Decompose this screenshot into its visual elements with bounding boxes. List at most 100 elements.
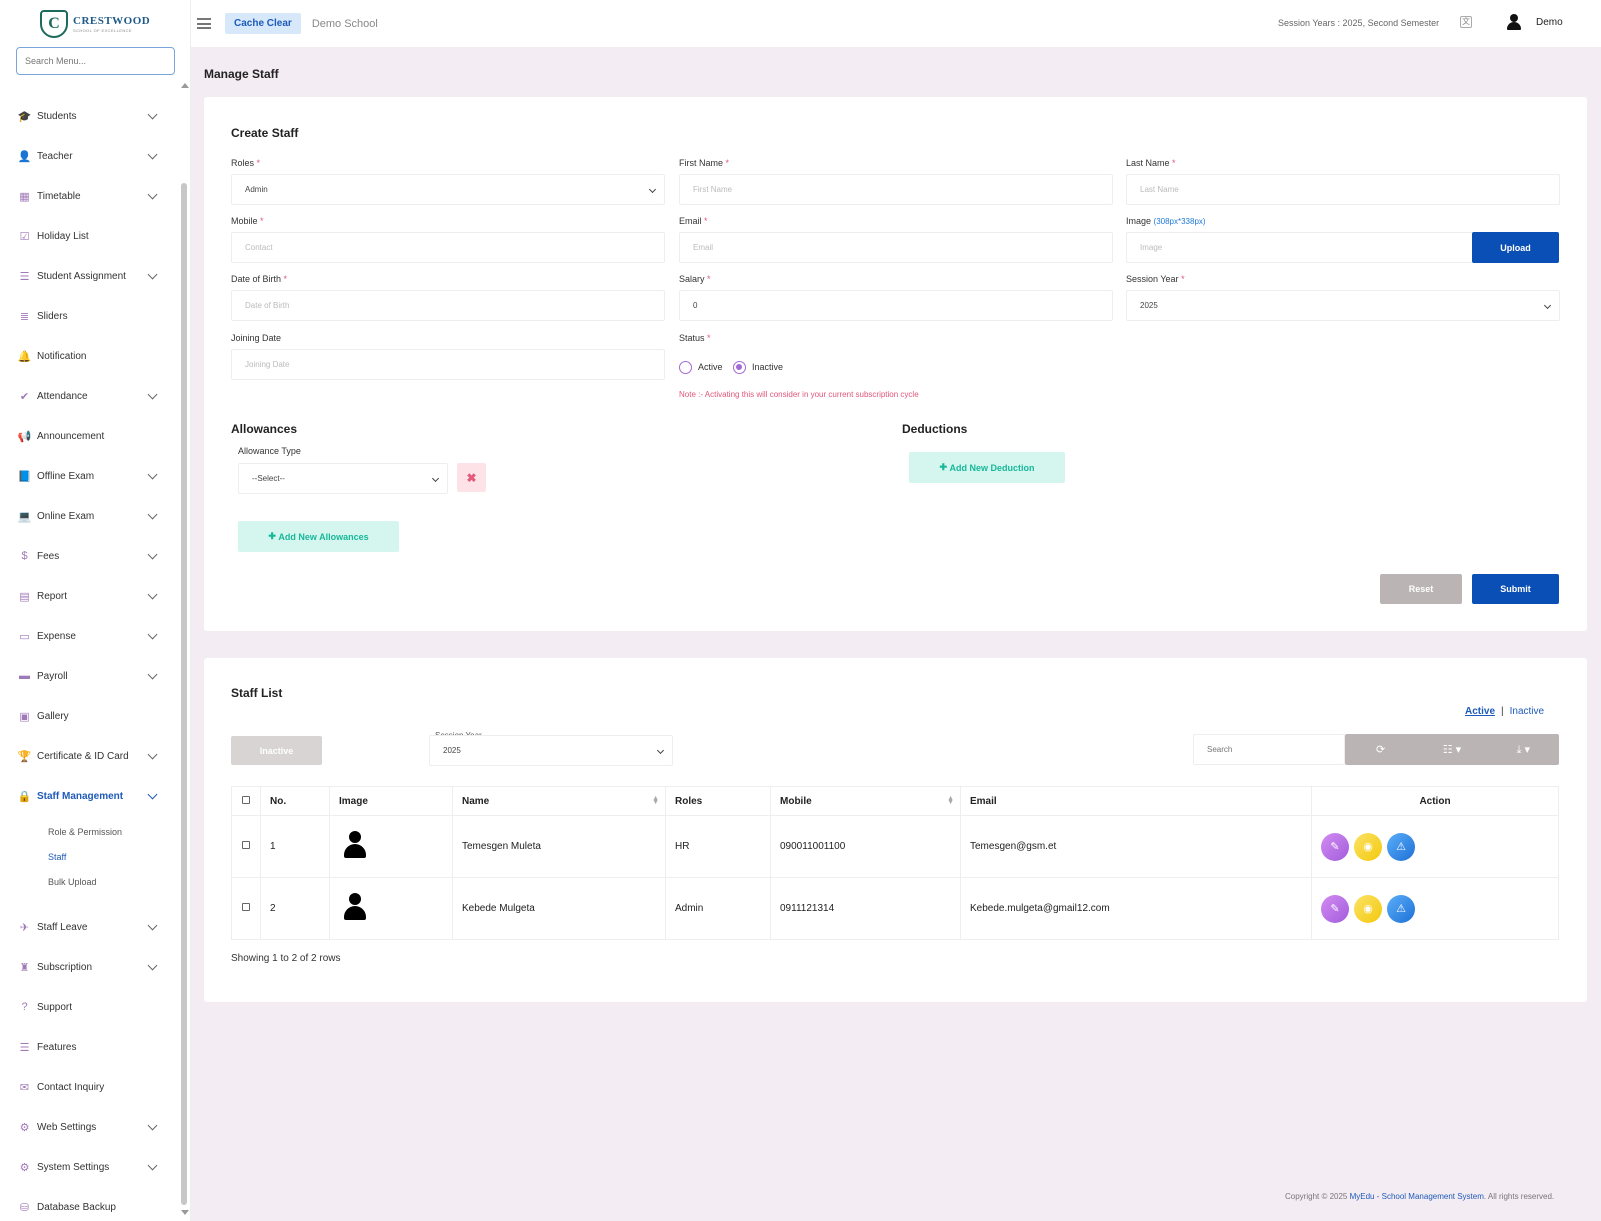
columns-icon[interactable]: ☷ ▾: [1442, 744, 1462, 756]
warning-icon[interactable]: ⚠: [1387, 832, 1415, 861]
reset-button[interactable]: Reset: [1380, 574, 1462, 604]
chevron-down-icon[interactable]: [147, 269, 158, 279]
sidebar-item-report[interactable]: ▤ Report: [0, 576, 178, 616]
mobile-field[interactable]: Contact: [231, 232, 665, 263]
chevron-down-icon[interactable]: [147, 549, 158, 559]
chevron-down-icon[interactable]: [147, 1120, 158, 1130]
col-email[interactable]: Email: [960, 786, 1312, 816]
sidebar-item-students[interactable]: 🎓 Students: [0, 96, 178, 136]
first-name-field[interactable]: First Name: [679, 174, 1113, 205]
sidebar-item-online-exam[interactable]: 💻 Online Exam: [0, 496, 178, 536]
sidebar-item-support[interactable]: ? Support: [0, 987, 178, 1027]
filter-active-link[interactable]: Active: [1465, 706, 1496, 717]
chevron-down-icon[interactable]: [147, 629, 158, 639]
chevron-down-icon[interactable]: [147, 1160, 158, 1170]
chevron-down-icon[interactable]: [147, 109, 158, 119]
sidebar-item-fees[interactable]: $ Fees: [0, 536, 178, 576]
eye-icon[interactable]: ◉: [1354, 832, 1382, 861]
upload-button[interactable]: Upload: [1472, 232, 1559, 263]
table-search-input[interactable]: [1193, 734, 1345, 765]
sidebar-item-web-settings[interactable]: ⚙ Web Settings: [0, 1107, 178, 1147]
sidebar-item-system-settings[interactable]: ⚙ System Settings: [0, 1147, 178, 1187]
footer-brand-link[interactable]: MyEdu - School Management System: [1349, 1192, 1484, 1201]
scroll-thumb[interactable]: [181, 183, 187, 1205]
sidebar-item-staff-leave[interactable]: ✈ Staff Leave: [0, 907, 178, 947]
filter-inactive-link[interactable]: Inactive: [1509, 706, 1545, 717]
image-field[interactable]: Image: [1126, 232, 1475, 263]
sidebar-item-teacher[interactable]: 👤 Teacher: [0, 136, 178, 176]
sidebar-item-certificate-and-id-card[interactable]: 🏆 Certificate & ID Card: [0, 736, 178, 776]
col-name[interactable]: Name ▲ ▼: [452, 786, 666, 816]
chevron-down-icon[interactable]: [147, 389, 158, 399]
add-allowance-button[interactable]: ✚ Add New Allowances: [238, 521, 399, 552]
add-deduction-button[interactable]: ✚ Add New Deduction: [909, 452, 1065, 483]
roles-select[interactable]: Admin: [231, 174, 665, 205]
chevron-down-icon[interactable]: [147, 469, 158, 479]
scroll-down-arrow-icon[interactable]: [181, 1210, 189, 1215]
submenu-item-role-and-permission[interactable]: Role & Permission: [48, 827, 123, 837]
sidebar-scrollbar[interactable]: [180, 83, 189, 1215]
sidebar-item-announcement[interactable]: 📢 Announcement: [0, 416, 178, 456]
sidebar-item-offline-exam[interactable]: 📘 Offline Exam: [0, 456, 178, 496]
sidebar-item-contact-inquiry[interactable]: ✉ Contact Inquiry: [0, 1067, 178, 1107]
submit-button[interactable]: Submit: [1472, 574, 1559, 604]
language-icon[interactable]: 文: [1460, 16, 1472, 28]
chevron-down-icon[interactable]: [147, 960, 158, 970]
status-inactive-radio[interactable]: [733, 361, 746, 374]
sidebar-item-subscription[interactable]: ♜ Subscription: [0, 947, 178, 987]
session-year-filter-select[interactable]: 2025: [429, 735, 673, 766]
row-select-cell[interactable]: [231, 815, 261, 878]
sidebar-item-staff-management[interactable]: 🔒 Staff Management: [0, 776, 178, 816]
sidebar-item-features[interactable]: ☰ Features: [0, 1027, 178, 1067]
last-name-field[interactable]: Last Name: [1126, 174, 1560, 205]
joining-date-field[interactable]: Joining Date: [231, 349, 665, 380]
col-mobile[interactable]: Mobile ▲ ▼: [770, 786, 961, 816]
chevron-down-icon[interactable]: [147, 669, 158, 679]
chevron-down-icon[interactable]: [147, 749, 158, 759]
submenu-item-bulk-upload[interactable]: Bulk Upload: [48, 877, 97, 887]
salary-field[interactable]: 0: [679, 290, 1113, 321]
sidebar-item-payroll[interactable]: ▬ Payroll: [0, 656, 178, 696]
chevron-down-icon[interactable]: [147, 589, 158, 599]
inactive-bulk-button[interactable]: Inactive: [231, 736, 322, 765]
eye-icon[interactable]: ◉: [1354, 894, 1382, 923]
scroll-up-arrow-icon[interactable]: [181, 83, 189, 88]
sort-icon[interactable]: ▲ ▼: [947, 795, 954, 806]
allowance-type-select[interactable]: --Select--: [238, 463, 448, 494]
sidebar-item-expense[interactable]: ▭ Expense: [0, 616, 178, 656]
export-icon[interactable]: ⤓ ▾: [1516, 743, 1531, 756]
status-active-radio[interactable]: [679, 361, 692, 374]
sidebar-item-holiday-list[interactable]: ☑ Holiday List: [0, 216, 178, 256]
sidebar-item-notification[interactable]: 🔔 Notification: [0, 336, 178, 376]
sidebar-item-gallery[interactable]: ▣ Gallery: [0, 696, 178, 736]
select-all-cell[interactable]: [231, 786, 261, 816]
chevron-down-icon[interactable]: [147, 920, 158, 930]
search-menu-input[interactable]: [16, 47, 175, 75]
user-name[interactable]: Demo: [1536, 17, 1563, 28]
warning-icon[interactable]: ⚠: [1387, 894, 1415, 923]
session-year-select[interactable]: 2025: [1126, 290, 1560, 321]
col-no[interactable]: No.: [260, 786, 330, 816]
sidebar-item-sliders[interactable]: ≣ Sliders: [0, 296, 178, 336]
table-row[interactable]: 2 Kebede Mulgeta Admin 0911121314 Kebede.mul…: [231, 877, 1559, 940]
dob-field[interactable]: Date of Birth: [231, 290, 665, 321]
chevron-down-icon[interactable]: [147, 789, 158, 799]
sidebar-item-timetable[interactable]: ▦ Timetable: [0, 176, 178, 216]
row-checkbox[interactable]: [242, 841, 250, 849]
row-checkbox[interactable]: [242, 903, 250, 911]
brand-logo[interactable]: C CRESTWOOD SCHOOL OF EXCELLENCE: [0, 0, 190, 48]
user-avatar-icon[interactable]: [1507, 14, 1521, 30]
remove-allowance-button[interactable]: ✖: [457, 463, 486, 492]
sidebar-item-database-backup[interactable]: ⛁ Database Backup: [0, 1187, 178, 1221]
sidebar-item-attendance[interactable]: ✔ Attendance: [0, 376, 178, 416]
chevron-down-icon[interactable]: [147, 189, 158, 199]
refresh-icon[interactable]: ⟳: [1376, 744, 1386, 756]
row-select-cell[interactable]: [231, 877, 261, 940]
chevron-down-icon[interactable]: [147, 509, 158, 519]
col-roles[interactable]: Roles: [665, 786, 771, 816]
sidebar-item-student-assignment[interactable]: ☰ Student Assignment: [0, 256, 178, 296]
chevron-down-icon[interactable]: [147, 149, 158, 159]
sort-icon[interactable]: ▲ ▼: [652, 795, 659, 806]
table-row[interactable]: 1 Temesgen Muleta HR 090011001100 Temesgen@g…: [231, 815, 1559, 878]
email-field[interactable]: Email: [679, 232, 1113, 263]
